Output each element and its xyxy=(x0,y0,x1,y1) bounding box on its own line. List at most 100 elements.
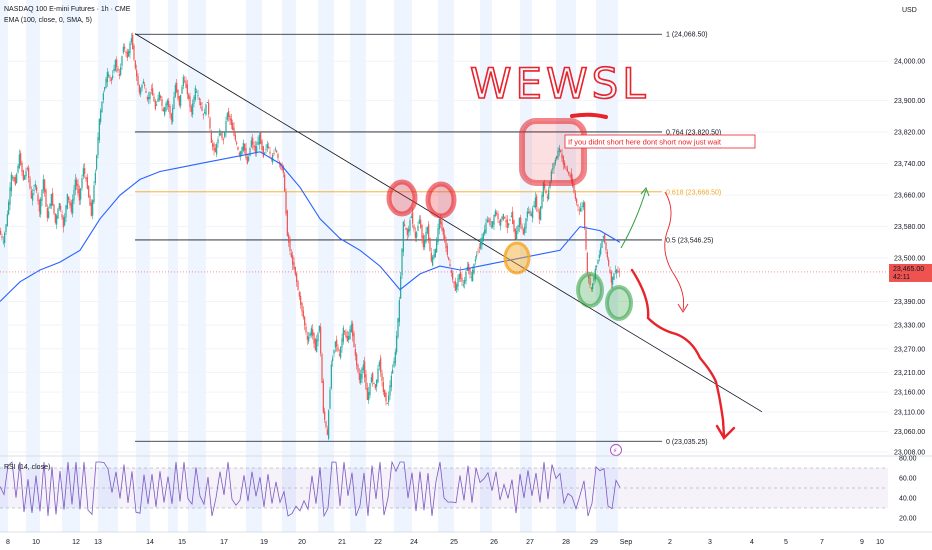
candle-body xyxy=(617,270,619,272)
candle-body xyxy=(134,60,136,69)
candle-body xyxy=(5,224,7,233)
session-band xyxy=(98,0,118,532)
candle-body xyxy=(61,214,63,218)
candle-body xyxy=(52,192,54,206)
candle-body xyxy=(8,201,10,215)
candle-body xyxy=(336,339,338,347)
candle-body xyxy=(177,89,179,99)
candle-body xyxy=(433,254,435,259)
candle-body xyxy=(193,96,195,104)
candle-body xyxy=(366,388,368,401)
candle-body xyxy=(29,178,31,189)
candle-body xyxy=(602,235,604,238)
x-tick-label: 12 xyxy=(72,539,80,546)
candle-body xyxy=(289,240,291,252)
candle-body xyxy=(240,151,242,157)
x-tick-label: 29 xyxy=(590,539,598,546)
x-tick-label: 4 xyxy=(750,539,754,546)
candle-body xyxy=(232,122,234,131)
candle-body xyxy=(452,272,454,280)
candle-body xyxy=(252,137,254,145)
fib-label: 0.5 (23,546.25) xyxy=(666,237,713,244)
candle-body xyxy=(557,150,559,159)
candle-body xyxy=(269,151,271,154)
candle-body xyxy=(414,232,416,238)
candle-body xyxy=(306,335,308,340)
candle-body xyxy=(153,96,155,102)
candle-body xyxy=(188,94,190,99)
candle-body xyxy=(465,271,467,281)
candle-body xyxy=(158,92,160,100)
price-tag xyxy=(889,263,932,282)
candle-body xyxy=(249,147,251,156)
candle-body xyxy=(324,411,326,420)
candle-body xyxy=(297,281,299,290)
candle-body xyxy=(145,90,147,93)
candle-body xyxy=(584,202,586,227)
candle-body xyxy=(300,296,302,305)
candle-body xyxy=(436,238,438,253)
ink-circle-green xyxy=(576,272,604,308)
candle-body xyxy=(166,100,168,106)
x-tick-label: 17 xyxy=(220,539,228,546)
candle-body xyxy=(302,310,304,318)
candle-body xyxy=(250,140,252,147)
candle-body xyxy=(216,144,218,155)
candle-body xyxy=(360,374,362,383)
candle-body xyxy=(534,197,536,208)
candle-body xyxy=(380,357,382,373)
candle-body xyxy=(182,76,184,87)
y-tick-label: 23,330.00 xyxy=(894,323,925,330)
candle-body xyxy=(318,325,320,332)
candle-body xyxy=(438,218,440,230)
candle-body xyxy=(504,217,506,219)
candle-body xyxy=(457,278,459,287)
session-band xyxy=(26,0,40,532)
ink-circle-red xyxy=(386,179,418,217)
candle-body xyxy=(89,196,91,206)
candle-body xyxy=(381,372,383,381)
candle-body xyxy=(138,85,140,93)
candle-body xyxy=(541,194,543,208)
candle-body xyxy=(394,351,396,364)
candle-body xyxy=(104,87,106,90)
candle-body xyxy=(221,132,223,139)
ink-wiggle-head xyxy=(677,303,689,313)
candle-body xyxy=(352,323,354,337)
candle-body xyxy=(109,76,111,78)
price-tag-countdown: 42:11 xyxy=(893,274,910,281)
candle-body xyxy=(184,80,186,82)
candle-body xyxy=(581,206,583,208)
candle-body xyxy=(66,193,68,209)
candle-body xyxy=(613,273,615,280)
candle-body xyxy=(406,229,408,236)
candle-body xyxy=(180,94,182,107)
y-tick-label: 23,390.00 xyxy=(894,299,925,306)
candle-body xyxy=(217,139,219,144)
candle-body xyxy=(108,74,110,77)
candle-body xyxy=(320,326,322,354)
y-tick-label: 23,008.00 xyxy=(894,450,925,457)
candle-body xyxy=(440,218,442,225)
rsi-line xyxy=(0,460,621,518)
candle-body xyxy=(554,159,556,164)
candle-body xyxy=(382,382,384,392)
candle-body xyxy=(378,361,380,367)
candle-body xyxy=(464,280,466,284)
candle-body xyxy=(258,134,260,145)
candle-body xyxy=(301,302,303,312)
ink-arrow-red xyxy=(630,268,726,438)
indicator-legend[interactable]: EMA (100, close, 0, SMA, 5) xyxy=(4,17,92,24)
candle-body xyxy=(266,143,268,149)
candle-body xyxy=(6,214,8,226)
candle-body xyxy=(170,113,172,121)
candle-body xyxy=(421,225,423,239)
candle-body xyxy=(517,225,519,232)
candle-body xyxy=(110,78,112,81)
candle-body xyxy=(268,146,270,149)
candle-body xyxy=(585,229,587,250)
candle-body xyxy=(198,98,200,100)
x-tick-label: 28 xyxy=(562,539,570,546)
